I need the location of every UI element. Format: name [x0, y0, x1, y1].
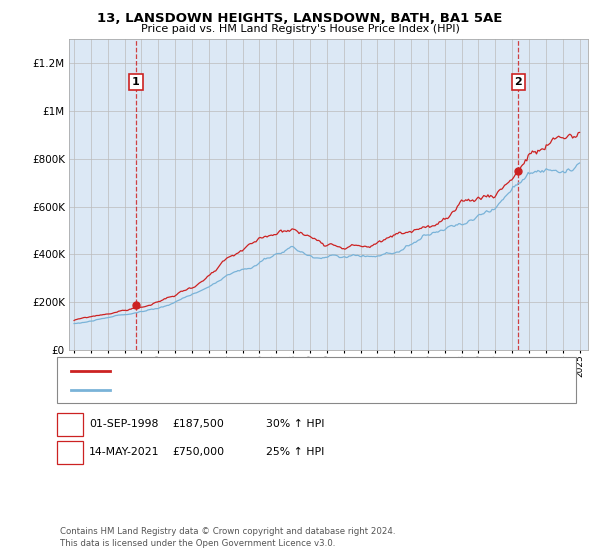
Text: £187,500: £187,500 [173, 419, 224, 430]
Text: 14-MAY-2021: 14-MAY-2021 [89, 447, 160, 458]
Text: HPI: Average price, detached house, Bath and North East Somerset: HPI: Average price, detached house, Bath… [115, 385, 451, 395]
Text: 13, LANSDOWN HEIGHTS, LANSDOWN, BATH, BA1 5AE: 13, LANSDOWN HEIGHTS, LANSDOWN, BATH, BA… [97, 12, 503, 25]
Text: Price paid vs. HM Land Registry's House Price Index (HPI): Price paid vs. HM Land Registry's House … [140, 24, 460, 34]
Text: 2: 2 [66, 447, 74, 458]
Text: 1: 1 [132, 77, 140, 87]
Text: 01-SEP-1998: 01-SEP-1998 [89, 419, 158, 430]
Text: 25% ↑ HPI: 25% ↑ HPI [266, 447, 324, 458]
Text: 13, LANSDOWN HEIGHTS, LANSDOWN, BATH, BA1 5AE (detached house): 13, LANSDOWN HEIGHTS, LANSDOWN, BATH, BA… [115, 366, 478, 376]
Text: 30% ↑ HPI: 30% ↑ HPI [266, 419, 325, 430]
Text: Contains HM Land Registry data © Crown copyright and database right 2024.
This d: Contains HM Land Registry data © Crown c… [60, 527, 395, 548]
Text: 1: 1 [66, 419, 74, 430]
Text: £750,000: £750,000 [173, 447, 225, 458]
Text: 2: 2 [515, 77, 522, 87]
